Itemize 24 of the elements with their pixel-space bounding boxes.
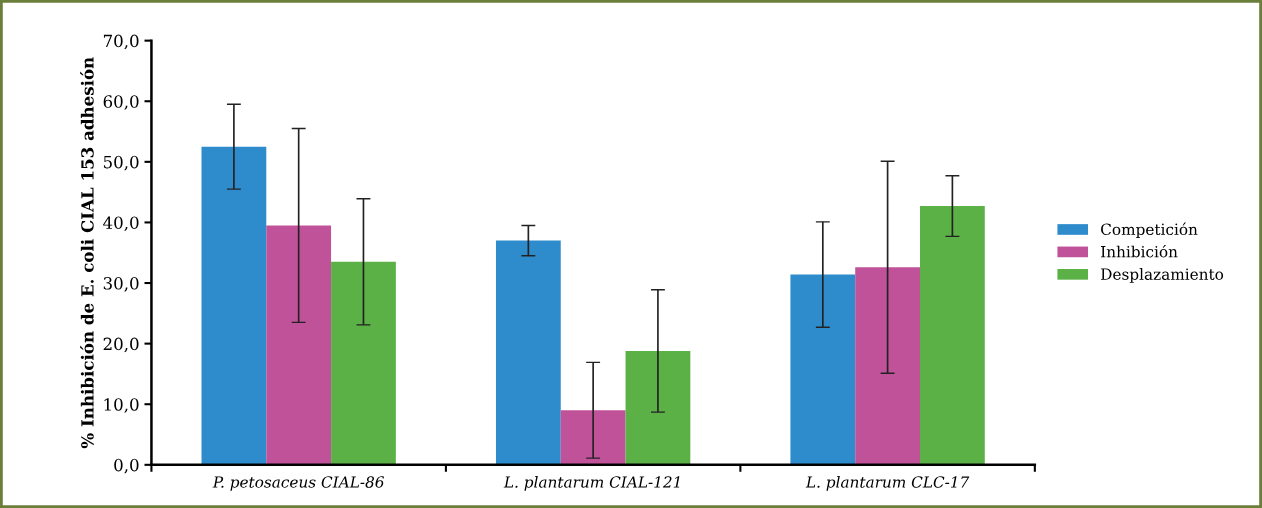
legend-label: Desplazamiento (1101, 268, 1224, 283)
bar (920, 206, 985, 465)
y-tick-label: 30,0 (103, 276, 139, 292)
bar (495, 240, 561, 465)
y-tick-label: 60,0 (103, 95, 139, 110)
y-axis-title: % Inhibición de E. coli CIAL 153 adhesión (80, 57, 94, 449)
y-tick-label: 40,0 (103, 216, 139, 232)
y-tick-label: 10,0 (104, 398, 139, 413)
y-tick-label: 0,0 (114, 458, 139, 474)
bar (855, 267, 920, 465)
y-tick-label: 70,0 (103, 34, 139, 50)
legend-label: Competición (1101, 222, 1198, 238)
bar (560, 410, 626, 465)
bar (331, 261, 396, 465)
y-tick-label: 20,0 (103, 337, 139, 353)
y-tick-label: 50,0 (103, 155, 139, 171)
bar (625, 350, 691, 465)
bar (201, 146, 267, 465)
legend-label: Inhibición (1101, 245, 1178, 258)
x-tick-label: P. petosaceus CIAL-86 (212, 476, 384, 491)
bar (790, 274, 856, 465)
x-tick-label: L. plantarum CIAL-121 (503, 475, 680, 491)
x-tick-label: L. plantarum CLC-17 (805, 475, 970, 491)
bar (266, 225, 332, 465)
